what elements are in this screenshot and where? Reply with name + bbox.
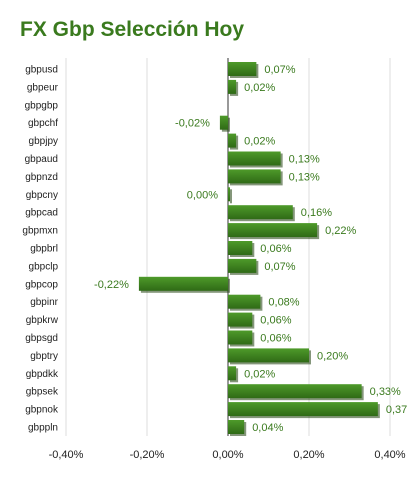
category-label: gbpinr	[30, 297, 58, 308]
bar	[228, 312, 253, 327]
bar	[228, 384, 362, 399]
value-label: 0,06%	[260, 243, 291, 255]
category-label: gbpchf	[28, 118, 58, 129]
category-label: gbpcad	[25, 208, 58, 219]
bar	[228, 133, 237, 148]
value-label: 0,13%	[289, 171, 320, 183]
value-label: 0,04%	[252, 422, 283, 434]
value-labels: 0,07% 0,02% -0,02% 0,02% 0,13% 0,13% 0,00% 0,16…	[94, 64, 407, 434]
bar	[228, 223, 318, 238]
bar	[228, 366, 237, 381]
category-label: gbpdkk	[26, 369, 59, 380]
category-label: gbpclp	[29, 261, 59, 272]
bar	[228, 402, 378, 417]
value-label: -0,22%	[94, 279, 129, 291]
x-tick-label: 0,40%	[374, 449, 405, 461]
bar	[228, 294, 261, 309]
value-label: 0,07%	[264, 261, 295, 273]
category-labels: gbpusd gbpeur gbpgbp gbpchf gbpjpy gbpaud gbpn…	[22, 65, 59, 434]
category-label: gbpcop	[25, 279, 58, 290]
category-label: gbpusd	[25, 65, 58, 76]
x-tick-label: -0,20%	[130, 449, 165, 461]
category-label: gbpgbp	[25, 100, 59, 111]
category-label: gbpmxn	[22, 226, 58, 237]
bar	[228, 169, 281, 184]
category-label: gbpkrw	[26, 315, 59, 326]
bar	[228, 348, 309, 363]
x-tick-label: 0,00%	[212, 449, 243, 461]
bar	[219, 115, 228, 130]
value-label: 0,02%	[244, 368, 275, 380]
category-label: gbpjpy	[29, 136, 58, 147]
chart-title: FX Gbp Selección Hoy	[20, 18, 245, 41]
value-label: 0,22%	[325, 225, 356, 237]
value-label: 0,20%	[317, 350, 348, 362]
category-label: gbpbrl	[30, 244, 58, 255]
value-label: -0,02%	[175, 118, 210, 130]
value-label: 0,08%	[268, 297, 299, 309]
value-label: 0,06%	[260, 333, 291, 345]
bar	[228, 62, 257, 76]
value-label: 0,00%	[187, 189, 218, 201]
value-label: 0,07%	[264, 64, 295, 76]
bar	[138, 276, 228, 291]
bar-shadow	[230, 189, 232, 204]
value-label: 0,16%	[301, 207, 332, 219]
x-tick-label: 0,20%	[293, 449, 324, 461]
category-label: gbpsek	[26, 387, 59, 398]
value-label: 0,02%	[244, 136, 275, 148]
category-label: gbpsgd	[25, 333, 58, 344]
x-tick-label: -0,40%	[49, 449, 84, 461]
bars	[138, 62, 380, 436]
category-label: gbpaud	[25, 154, 58, 165]
category-label: gbpcny	[26, 190, 58, 201]
bar	[228, 205, 293, 220]
value-label: 0,37	[386, 404, 407, 416]
bar	[228, 258, 257, 273]
bar	[228, 241, 253, 255]
category-label: gbpnzd	[25, 172, 58, 183]
value-label: 0,02%	[244, 82, 275, 94]
bar	[228, 151, 281, 166]
bar	[228, 330, 253, 345]
bar	[228, 79, 237, 94]
bar	[228, 187, 230, 202]
category-label: gbpnok	[25, 405, 59, 416]
value-label: 0,06%	[260, 315, 291, 327]
x-axis-ticks: -0,40% -0,20% 0,00% 0,20% 0,40%	[49, 449, 406, 461]
bar	[228, 420, 245, 434]
value-label: 0,13%	[289, 154, 320, 166]
category-label: gbptry	[30, 351, 58, 362]
category-label: gbppln	[28, 423, 58, 434]
value-label: 0,33%	[370, 386, 401, 398]
category-label: gbpeur	[27, 82, 59, 93]
